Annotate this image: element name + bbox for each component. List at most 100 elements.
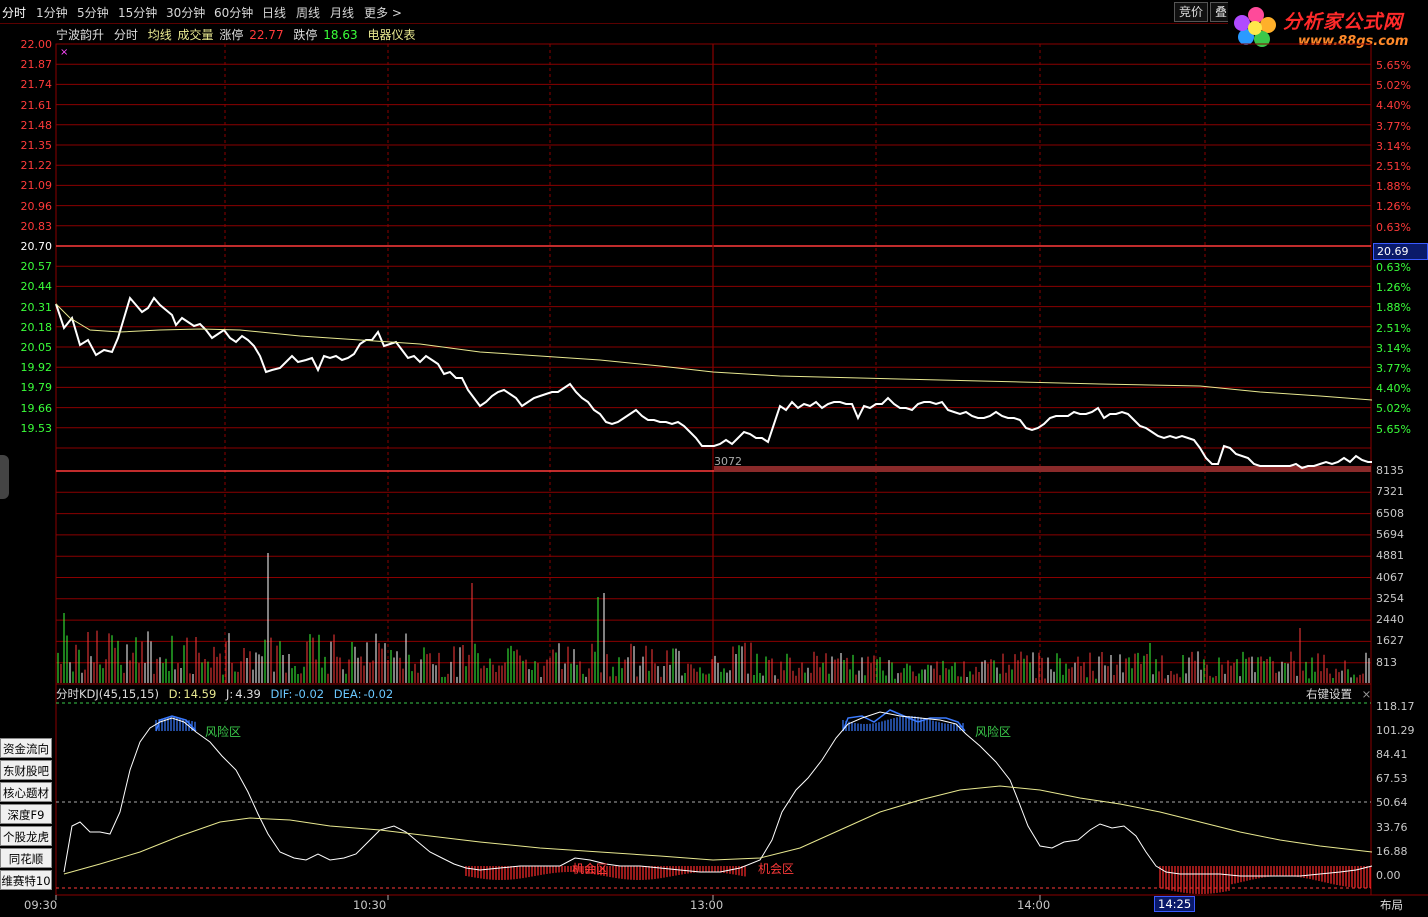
kdj-d-label: D:	[168, 687, 182, 701]
logo-title: 分析家公式网	[1283, 11, 1404, 33]
price-tick-12: 20.44	[20, 280, 53, 294]
volume-baseline-band	[714, 466, 1371, 472]
price-tick-3: 21.61	[20, 98, 53, 112]
vol-tick-1: 7321	[1376, 485, 1404, 499]
price-tick-1: 21.87	[20, 58, 53, 72]
price-tick-0: 22.00	[20, 38, 53, 51]
kdj-tick-2: 84.41	[1376, 748, 1408, 762]
period-tab-7[interactable]: 周线	[296, 6, 321, 20]
kdj-tick-0: 118.17	[1376, 700, 1415, 713]
close-icon[interactable]: ×	[1361, 687, 1372, 701]
pct-tick-7: 1.26%	[1376, 200, 1411, 214]
period-tab-5[interactable]: 60分钟	[214, 6, 254, 20]
time-tick-3: 14:00	[1017, 898, 1051, 912]
period-toolbar: 分时 1分钟 5分钟 15分钟 30分钟 60分钟 日线 周线 月线 更多 > 竞价叠	[0, 0, 1428, 24]
pct-tick-1: 5.02%	[1376, 79, 1411, 93]
pct-tick-0: 5.65%	[1376, 59, 1411, 72]
price-tick-6: 21.22	[20, 159, 53, 173]
stock-name: 宁波韵升	[56, 28, 105, 42]
price-tick-5: 21.35	[20, 139, 53, 152]
pct-tick-10: 0.63%	[1376, 261, 1411, 274]
kdj-tick-5: 33.76	[1376, 820, 1408, 834]
kdj-d-value: 14.59	[183, 687, 217, 701]
period-tab-8[interactable]: 月线	[330, 6, 355, 20]
pct-tick-17: 5.02%	[1376, 402, 1411, 416]
limit-down-label: 跌停	[293, 28, 318, 42]
kdj-tick-4: 50.64	[1376, 796, 1408, 810]
sidebar-link-3[interactable]: 深度F9	[0, 804, 52, 824]
kdj-title: 分时KDJ(45,15,15)	[56, 687, 159, 701]
pct-tick-16: 4.40%	[1376, 382, 1411, 396]
limit-down-value: 18.63	[323, 28, 358, 42]
pct-tick-6: 1.88%	[1376, 180, 1411, 194]
price-tick-11: 20.57	[20, 260, 53, 274]
layout-button[interactable]: 布局	[1380, 898, 1403, 912]
period-tab-4[interactable]: 30分钟	[166, 6, 206, 20]
kdj-dif-label: DIF:	[270, 687, 293, 701]
pct-tick-5: 2.51%	[1376, 160, 1411, 173]
period-tab-6[interactable]: 日线	[262, 6, 287, 20]
risk-zone-label-1: 风险区	[975, 725, 1012, 739]
current-price-tag: 20.69	[1373, 243, 1428, 260]
logo-url: www.88gs.com	[1298, 34, 1409, 49]
limit-up-value: 22.77	[249, 28, 284, 42]
sidebar-link-5[interactable]: 同花顺	[0, 848, 52, 868]
vol-tick-3: 5694	[1376, 527, 1404, 541]
period-tab-0[interactable]: 分时	[2, 6, 27, 20]
sidebar-link-1[interactable]: 东财股吧	[0, 760, 52, 780]
price-line	[55, 295, 1372, 470]
price-tick-19: 19.53	[20, 421, 53, 435]
pct-tick-14: 3.14%	[1376, 341, 1411, 355]
price-tick-2: 21.74	[20, 78, 53, 92]
settings-label[interactable]: 右键设置	[1306, 687, 1352, 701]
pct-tick-3: 3.77%	[1376, 119, 1411, 133]
price-tick-13: 20.31	[20, 300, 53, 314]
time-tick-1: 10:30	[353, 898, 387, 912]
pct-tick-2: 4.40%	[1376, 99, 1411, 113]
right-click-settings[interactable]: 右键设置 ×	[1306, 686, 1371, 702]
period-tab-1[interactable]: 1分钟	[36, 6, 68, 20]
pct-tick-12: 1.88%	[1376, 301, 1411, 315]
risk-zone-outline-1	[155, 715, 197, 732]
price-tick-10: 20.70	[20, 240, 53, 253]
price-tick-14: 20.18	[20, 320, 53, 334]
limit-up-label: 涨停	[219, 28, 244, 42]
current-time-tag: 14:25	[1154, 896, 1196, 912]
kdj-dea-value: -0.02	[363, 687, 394, 701]
cross-marker: ×	[60, 47, 68, 58]
avg-label: 均线	[147, 28, 172, 42]
auction-button[interactable]: 竞价	[1174, 2, 1209, 22]
price-tick-17: 19.79	[20, 381, 53, 395]
chance-zone-label-2: 机会区	[572, 862, 609, 876]
pct-tick-18: 5.65%	[1376, 422, 1411, 436]
price-tick-16: 19.92	[20, 361, 53, 375]
risk-zone-label-0: 风险区	[205, 725, 242, 739]
price-tick-7: 21.09	[20, 179, 53, 193]
vol-tick-2: 6508	[1376, 506, 1404, 520]
kdj-fast-line	[63, 711, 1373, 877]
sidebar-link-4[interactable]: 个股龙虎	[0, 826, 52, 846]
kdj-tick-1: 101.29	[1376, 724, 1415, 738]
period-tab-3[interactable]: 15分钟	[118, 6, 158, 20]
vol-tick-4: 4881	[1376, 549, 1404, 563]
kdj-info-bar: 分时KDJ(45,15,15) D: 14.59 J: 4.39 DIF: -0.02…	[56, 686, 399, 702]
sidebar-link-2[interactable]: 核心题材	[0, 782, 52, 802]
vol-tick-8: 1627	[1376, 634, 1404, 648]
vol-tick-9: 813	[1376, 655, 1397, 669]
price-tick-18: 19.66	[20, 401, 53, 415]
time-tick-0: 09:30	[24, 898, 58, 912]
kdj-tick-3: 67.53	[1376, 772, 1408, 786]
flower-icon	[1234, 7, 1276, 47]
period-tab-9[interactable]: 更多 >	[364, 6, 402, 20]
sidebar-link-6[interactable]: 维赛特10	[0, 870, 52, 890]
vol-tick-6: 3254	[1376, 591, 1404, 605]
price-tick-15: 20.05	[20, 341, 53, 354]
sector-label: 电器仪表	[367, 28, 416, 42]
sidebar-link-0[interactable]: 资金流向	[0, 738, 52, 758]
collapse-handle[interactable]	[0, 455, 9, 499]
period-tab-2[interactable]: 5分钟	[77, 6, 109, 20]
avg-line	[55, 303, 1373, 401]
vol-tick-7: 2440	[1376, 613, 1404, 627]
vol-tick-0: 8135	[1376, 464, 1404, 477]
